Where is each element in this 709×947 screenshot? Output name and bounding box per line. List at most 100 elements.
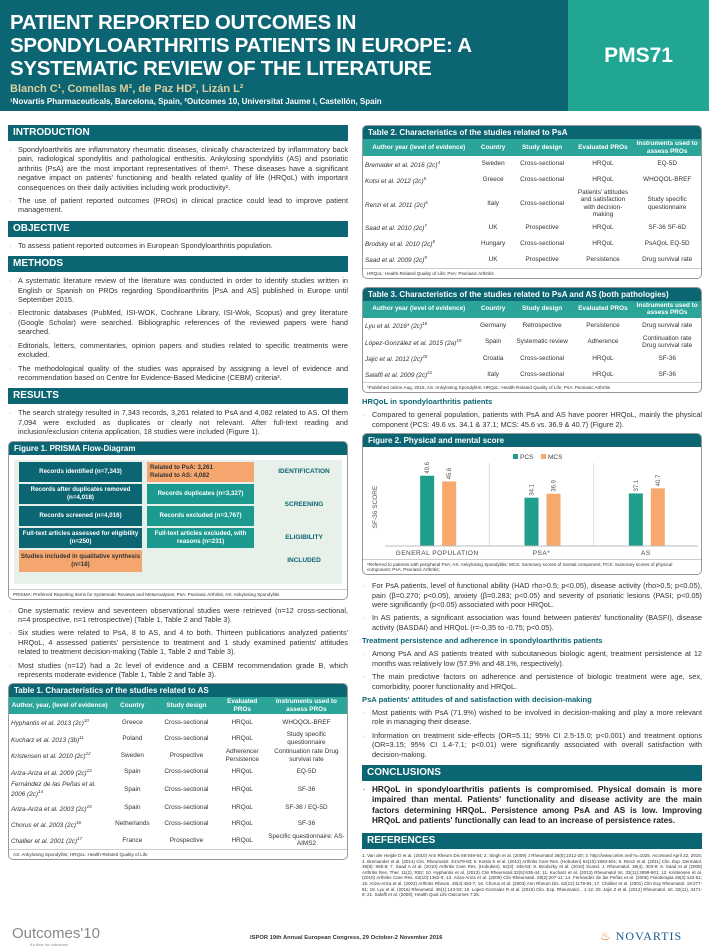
- table-row: Kristensen et al. 2010 (2c)12 Sweden Prosp…: [9, 747, 347, 764]
- author: Fernández de las Peñas et al. 2006 (2c): [11, 781, 96, 799]
- section-references: REFERENCES: [362, 832, 702, 849]
- bar-mcs: [650, 488, 665, 547]
- table-cell: UK: [488, 255, 498, 263]
- author: Kucharz et al. 2013 (3b): [11, 736, 80, 744]
- bullet: Compared to general population, patients…: [362, 410, 702, 429]
- table-note: AS: Ankylosing Spondylitis; HRQoL: Healt…: [9, 848, 347, 859]
- authors: Blanch C¹, Comellas M², de Paz HD², Lizá…: [10, 83, 244, 95]
- table-cell: Continuation rate Drug survival rate: [274, 748, 339, 763]
- author: Chorus et al. 2003 (2c): [11, 821, 77, 829]
- affiliations: ¹Novartis Pharmaceuticals, Barcelona, Sp…: [10, 97, 382, 106]
- prisma-diagram: Records identified (n=7,343) Related to …: [14, 459, 342, 584]
- related-psa: Related to PsA: 3,261: [150, 463, 213, 471]
- table-cell: Prospective: [525, 223, 559, 231]
- table-cell: Prospective: [169, 751, 204, 759]
- prisma-after-duplicates: Records after duplicates removed (n=4,01…: [19, 483, 142, 504]
- reference-number: 9: [424, 255, 427, 261]
- table-cell: Netherlands: [115, 820, 150, 828]
- bar-chart: SF-36 SCORE PCS MCS 49.6 45.6 GENERAL POPULAT…: [363, 447, 701, 559]
- table-cell: EQ-5D: [657, 160, 677, 168]
- table-cell: Sweden: [481, 160, 505, 168]
- author-cell: Jajic et al. 2012 (2c)20: [363, 350, 475, 366]
- table-cell: SF-36: [297, 820, 316, 828]
- reference-number: 14: [38, 789, 44, 795]
- table-cell: Sweden: [120, 751, 144, 759]
- category-label: PSA*: [533, 550, 551, 557]
- author: Ariza-Ariza et al. 2009 (2c): [11, 769, 87, 777]
- bullet: Most studies (n=12) had a 2c level of ev…: [8, 661, 348, 680]
- table-title: Table 2. Characteristics of the studies …: [363, 126, 701, 139]
- bullet: Electronic databases (PubMed, ISI-WOK, C…: [8, 308, 348, 336]
- data-label: 49.6: [425, 462, 431, 474]
- reference-number: 18: [422, 321, 428, 327]
- stage-identification: IDENTIFICATION: [278, 468, 330, 476]
- bullet: Six studies were related to PsA, 8 to AS…: [8, 628, 348, 656]
- author-cell: Saad et al. 2010 (2c)7: [363, 220, 475, 236]
- author-cell: Renzi et al. 2011 (2c)6: [363, 188, 475, 220]
- table-cell: EQ-5D: [296, 768, 317, 776]
- figure-title: Figure 2. Physical and mental score: [363, 434, 701, 448]
- author-cell: Chorus et al. 2003 (2c)16: [9, 816, 110, 832]
- title-line: SYSTEMATIC REVIEW OF THE LITERATURE: [10, 57, 432, 80]
- table-note: HRQoL: Health-Related Quality of Life; P…: [363, 267, 701, 278]
- table-cell: HRQoL: [231, 836, 253, 844]
- section-methods: METHODS: [8, 256, 348, 273]
- author: Challier et al. 2001 (2c): [11, 838, 78, 846]
- table-cell: Cross-sectional: [520, 200, 565, 208]
- table-cell: Cross-sectional: [520, 354, 565, 362]
- legend-swatch: [513, 454, 518, 460]
- table-cell: Drug survival rate: [642, 255, 693, 263]
- column-header: Country: [474, 300, 512, 318]
- author-cell: Hyphantis et al. 2013 (2c)10: [9, 714, 110, 730]
- table-header-row: Author, year, (level of evidence) Country…: [9, 697, 347, 715]
- table-cell: Cross-sectional: [520, 176, 565, 184]
- table-row: Saad et al. 2009 (2c)9 UK Prospective Persi…: [363, 252, 701, 268]
- author-cell: Challier et al. 2001 (2c)17: [9, 832, 110, 849]
- author: Kotsi et al. 2012 (2c): [365, 177, 424, 185]
- bullet: One systematic review and seventeen obse…: [8, 606, 348, 625]
- column-header: Evaluated PROs: [572, 300, 634, 318]
- table-row: Challier et al. 2001 (2c)17 France Prospec…: [9, 832, 347, 849]
- table-cell: WHOQOL-BREF: [282, 718, 331, 726]
- reference-number: 13: [86, 767, 92, 773]
- column-header: Evaluated PROs: [572, 139, 634, 156]
- author: Ariza-Ariza et al. 2003 (2c): [11, 805, 87, 813]
- table-1: Table 1. Characteristics of the studies …: [8, 683, 348, 860]
- table-cell: Persistence: [586, 255, 620, 263]
- footer: Outcomes'10 It's time for outcomes ISPOR …: [0, 925, 709, 947]
- column-header: Author year (level of evidence): [363, 139, 475, 156]
- author-cell: Saad et al. 2009 (2c)9: [363, 252, 475, 268]
- column-header: Instruments used to assess PROs: [633, 300, 701, 318]
- table-cell: Continuation rate Drug survival rate: [642, 334, 693, 350]
- table-cell: Prospective: [169, 836, 204, 844]
- table-cell: Cross-sectional: [164, 735, 209, 743]
- column-header: Evaluated PROs: [218, 697, 266, 715]
- figure-2: Figure 2. Physical and mental score SF-3…: [362, 433, 702, 576]
- table-cell: Hungary: [481, 239, 506, 247]
- table-cell: HRQoL: [592, 223, 614, 231]
- column-header: Country: [474, 139, 512, 156]
- figure-note: PRISMA: Preferred Reporting Items for Sy…: [9, 588, 347, 599]
- figure-note: *Referred to patients with peripheral Ps…: [363, 559, 701, 574]
- column-header: Study design: [511, 139, 573, 156]
- author: Saad et al. 2010 (2c): [365, 225, 425, 233]
- table-cell: Persistence: [586, 321, 620, 329]
- prisma-fulltext-excluded: Full-text articles excluded, with reason…: [147, 527, 254, 548]
- table-cell: Spain: [124, 786, 141, 794]
- author-cell: Bremader et al. 2016 (2c)4: [363, 156, 475, 172]
- table-row: Lyu et al. 2016* (2c)18 Germany Retrospect…: [363, 318, 701, 334]
- table-cell: Adherence/ Persistence: [225, 748, 259, 763]
- table-row: Chorus et al. 2003 (2c)16 Netherlands Cros…: [9, 816, 347, 832]
- table-cell: HRQoL: [592, 176, 614, 184]
- subheading-persistence: Treatment persistence and adherence in s…: [362, 636, 603, 646]
- y-axis-label: SF-36 SCORE: [372, 485, 379, 528]
- column-header: Country: [110, 697, 155, 715]
- bar-mcs: [546, 493, 561, 547]
- prisma-duplicates: Records duplicates (n=3,327): [147, 483, 254, 504]
- bullet: To assess patient reported outcomes in E…: [8, 241, 348, 251]
- reference-number: 10: [83, 718, 89, 724]
- section-conclusions: CONCLUSIONS: [362, 764, 702, 781]
- reference-number: 8: [432, 239, 436, 245]
- table-row: Kucharz et al. 2013 (3b)11 Poland Cross-se…: [9, 730, 347, 747]
- legend-label: MCS: [548, 454, 563, 461]
